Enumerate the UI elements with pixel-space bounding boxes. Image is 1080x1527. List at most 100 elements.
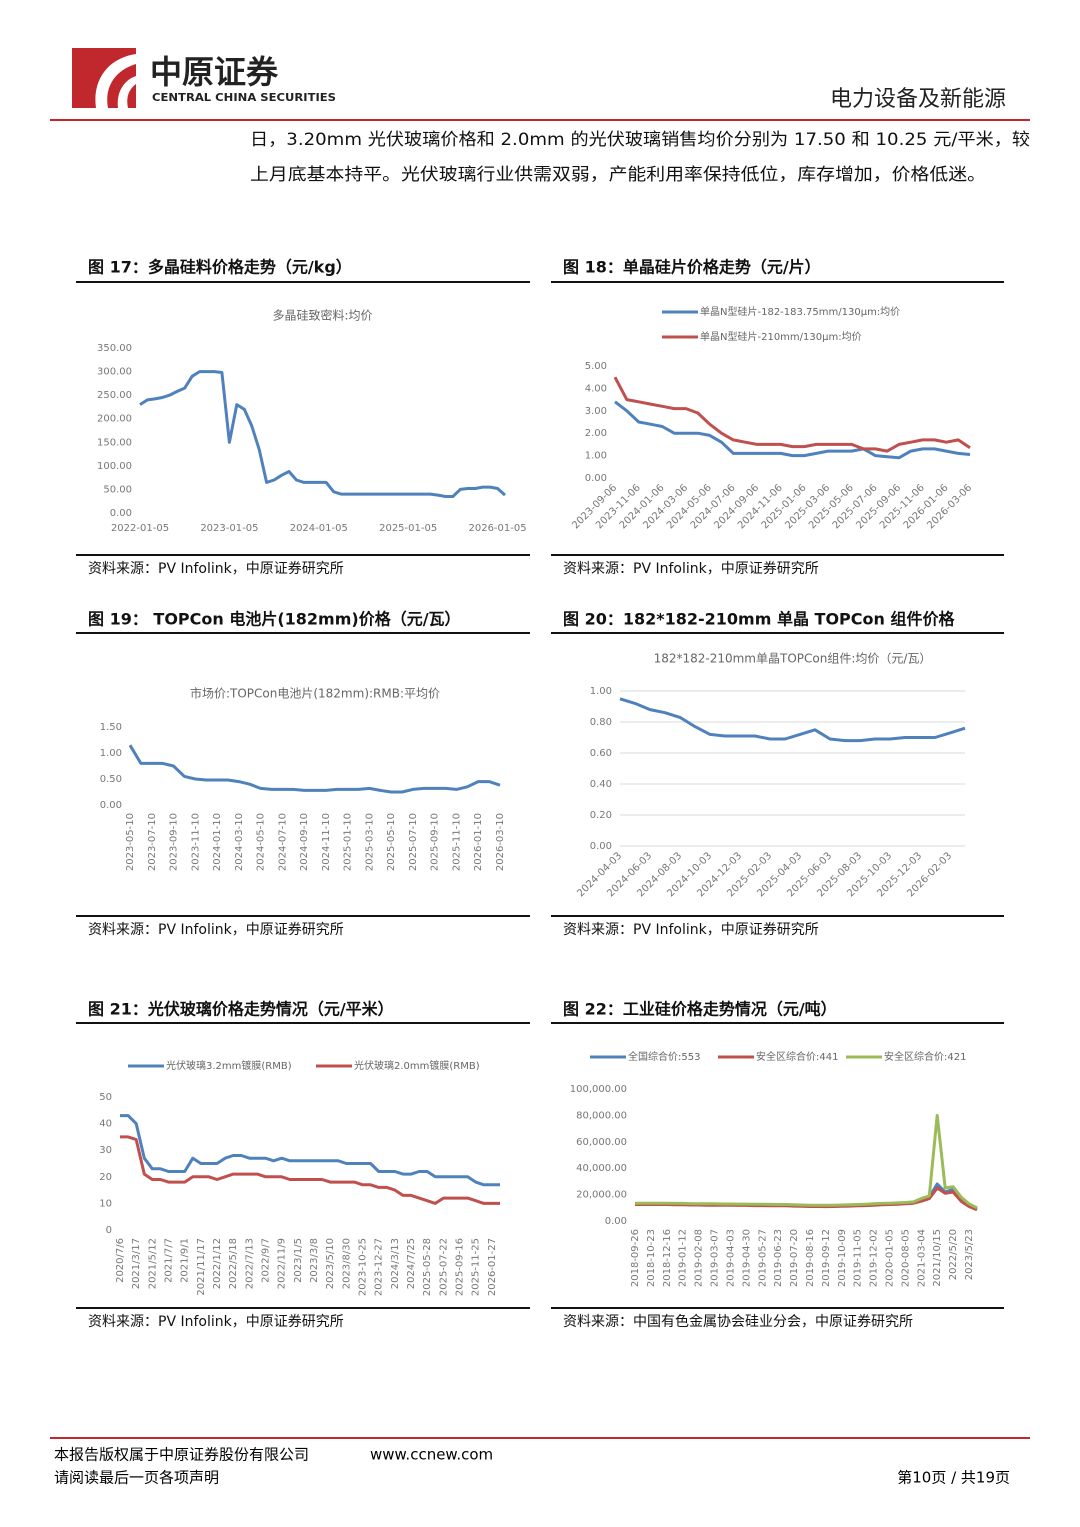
series-line <box>120 1114 500 1187</box>
x-tick-label: 2020-08-05 <box>900 1229 911 1287</box>
y-tick-label: 50.00 <box>103 484 132 495</box>
paragraph-line: 日，3.20mm 光伏玻璃价格和 2.0mm 的光伏玻璃销售均价分别为 17.5… <box>250 130 1030 150</box>
y-tick-label: 0 <box>106 1225 112 1236</box>
x-tick-label: 2024-03-10 <box>234 813 245 871</box>
y-tick-label: 40,000.00 <box>576 1163 627 1174</box>
x-tick-label: 2023-07-10 <box>147 813 158 871</box>
x-tick-label: 2019-04-03 <box>725 1229 736 1287</box>
x-tick-label: 2023-12-27 <box>374 1238 385 1296</box>
figure-source: 资料来源：中国有色金属协会硅业分会，中原证券研究所 <box>563 1313 913 1330</box>
x-tick-label: 2025-09-16 <box>455 1238 466 1296</box>
x-tick-label: 2022-01-05 <box>111 523 169 534</box>
x-tick-label: 2026-01-10 <box>473 813 484 871</box>
figure-source: 资料来源：PV Infolink，中原证券研究所 <box>563 922 819 938</box>
y-tick-label: 100,000.00 <box>570 1084 627 1095</box>
x-tick-label: 2019-06-23 <box>773 1229 784 1287</box>
series-line <box>619 697 966 743</box>
y-tick-label: 40 <box>99 1119 112 1130</box>
y-tick-label: 0.00 <box>590 841 612 852</box>
legend-label: 光伏玻璃2.0mm镀膜(RMB) <box>354 1059 480 1072</box>
legend-label: 安全区综合价:441 <box>756 1050 838 1063</box>
series-line <box>120 1135 500 1205</box>
x-tick-label: 2019-09-12 <box>821 1229 832 1287</box>
page-number: 第10页 / 共19页 <box>897 1469 1010 1487</box>
series-line <box>614 400 971 460</box>
x-tick-label: 2023/3/8 <box>309 1238 320 1283</box>
x-tick-label: 2023-01-05 <box>200 523 258 534</box>
y-tick-label: 0.00 <box>585 473 607 484</box>
y-tick-label: 20 <box>99 1172 112 1183</box>
figure-caption: 图 18：单晶硅片价格走势（元/片） <box>563 258 821 277</box>
logo-swoosh <box>95 54 136 108</box>
x-tick-label: 2025-03-10 <box>364 813 375 871</box>
x-tick-label: 2021/7/7 <box>164 1238 175 1283</box>
x-tick-label: 2025-05-10 <box>386 813 397 871</box>
legend-label: 单晶N型硅片-210mm/130μm:均价 <box>700 330 862 343</box>
x-tick-label: 2024-01-05 <box>290 523 348 534</box>
x-tick-label: 2024-11-10 <box>321 813 332 871</box>
x-tick-label: 2025-11-25 <box>471 1238 482 1296</box>
x-tick-label: 2023-10-25 <box>358 1238 369 1296</box>
url: www.ccnew.com <box>370 1446 493 1464</box>
y-tick-label: 30 <box>99 1145 112 1156</box>
y-tick-label: 0.50 <box>100 774 122 785</box>
x-tick-label: 2024-09-10 <box>299 813 310 871</box>
y-tick-label: 0.00 <box>110 508 132 519</box>
x-tick-label: 2024-01-10 <box>212 813 223 871</box>
copyright: 本报告版权属于中原证券股份有限公司 <box>54 1446 309 1464</box>
y-tick-label: 0.20 <box>590 810 612 821</box>
x-tick-label: 2020/7/6 <box>115 1238 126 1283</box>
x-tick-label: 2019-03-07 <box>710 1229 721 1287</box>
x-tick-label: 2025-07-10 <box>408 813 419 871</box>
x-tick-label: 2023-05-10 <box>125 813 136 871</box>
series-line <box>635 1113 978 1210</box>
x-tick-label: 2019-12-02 <box>869 1229 880 1287</box>
y-tick-label: 60,000.00 <box>576 1137 627 1148</box>
x-tick-label: 2024-07-10 <box>277 813 288 871</box>
x-tick-label: 2022/11/9 <box>277 1238 288 1289</box>
series-line <box>128 744 501 794</box>
x-tick-label: 2023-11-10 <box>190 813 201 871</box>
y-tick-label: 4.00 <box>585 383 607 394</box>
legend-label: 全国综合价:553 <box>628 1050 700 1063</box>
chart-title: 多晶硅致密料:均价 <box>272 308 372 323</box>
sector: 电力设备及新能源 <box>830 87 1006 112</box>
y-tick-label: 150.00 <box>97 437 132 448</box>
x-tick-label: 2019-04-30 <box>741 1229 752 1287</box>
logo-en: CENTRAL CHINA SECURITIES <box>152 91 336 104</box>
y-tick-label: 10 <box>99 1198 112 1209</box>
notice: 请阅读最后一页各项声明 <box>54 1469 219 1487</box>
y-tick-label: 0.60 <box>590 748 612 759</box>
x-tick-label: 2023/1/5 <box>293 1238 304 1283</box>
y-tick-label: 3.00 <box>585 406 607 417</box>
x-tick-label: 2020-01-05 <box>885 1229 896 1287</box>
figure-source: 资料来源：PV Infolink，中原证券研究所 <box>88 922 344 938</box>
y-tick-label: 50 <box>99 1092 112 1103</box>
x-tick-label: 2023/8/30 <box>341 1238 352 1289</box>
x-tick-label: 2021-03-04 <box>916 1229 927 1287</box>
legend-label: 单晶N型硅片-182-183.75mm/130μm:均价 <box>700 305 900 318</box>
x-tick-label: 2025-01-05 <box>379 523 437 534</box>
x-tick-label: 2023/5/23 <box>964 1229 975 1280</box>
logo-swoosh <box>117 76 136 108</box>
x-tick-label: 2019-11-05 <box>853 1229 864 1287</box>
figure-source: 资料来源：PV Infolink，中原证券研究所 <box>88 1314 344 1330</box>
x-tick-label: 2025-01-10 <box>343 813 354 871</box>
x-tick-label: 2026-03-10 <box>495 813 506 871</box>
chart-title: 182*182-210mm单晶TOPCon组件:均价（元/瓦） <box>654 652 932 666</box>
x-tick-label: 2025-07-22 <box>438 1238 449 1296</box>
x-tick-label: 2022/1/12 <box>212 1238 223 1289</box>
x-tick-label: 2023/5/10 <box>325 1238 336 1289</box>
x-tick-label: 2025-09-10 <box>430 813 441 871</box>
y-tick-label: 0.00 <box>605 1216 627 1227</box>
x-tick-label: 2024-05-10 <box>256 813 267 871</box>
x-tick-label: 2019-10-09 <box>837 1229 848 1287</box>
x-tick-label: 2021/3/17 <box>131 1238 142 1289</box>
figure-caption: 图 17：多晶硅料价格走势（元/kg） <box>88 258 352 277</box>
series-line <box>613 376 971 453</box>
x-tick-label: 2022/5/20 <box>948 1229 959 1280</box>
x-tick-label: 2021/10/15 <box>932 1229 943 1287</box>
y-tick-label: 0.40 <box>590 779 612 790</box>
x-tick-label: 2025-05-28 <box>422 1238 433 1296</box>
